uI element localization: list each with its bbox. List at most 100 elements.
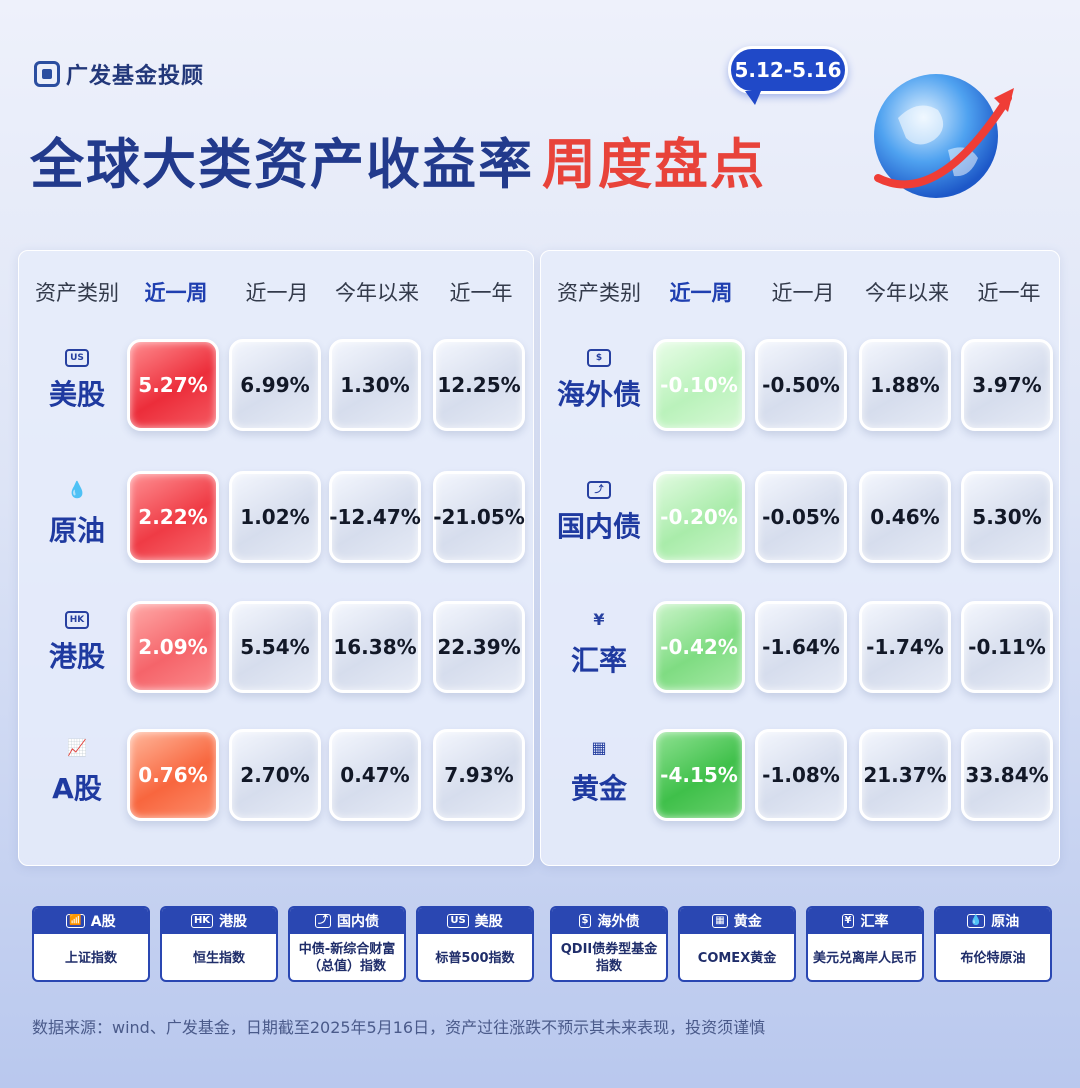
cell-week: 5.27% [127,339,219,431]
oil-drop-icon: 💧 [67,480,87,499]
cell-year: 7.93% [433,729,525,821]
cell-year: 33.84% [961,729,1053,821]
legend-crude-oil: 💧 原油 布伦特原油 [934,906,1052,982]
yuan-icon: ¥ [841,914,855,928]
row-gold: ▦ 黄金 -4.15% -1.08% 21.37% 33.84% [541,725,1059,825]
brand-logo-icon [34,61,60,87]
cell-month: 1.02% [229,471,321,563]
legend-desc: 恒生指数 [192,950,245,966]
cell-month: -1.64% [755,601,847,693]
cell-month: -0.50% [755,339,847,431]
cell-ytd: 0.46% [859,471,951,563]
row-crude-oil: 💧 原油 2.22% 1.02% -12.47% -21.05% [19,467,533,567]
legend-label: 美股 [474,914,503,930]
cell-week: 2.09% [127,601,219,693]
left-header-row: 资产类别 近一周 近一月 今年以来 近一年 [19,277,533,307]
cell-year: 12.25% [433,339,525,431]
asset-label: 📈 A股 [29,725,125,825]
header-asset: 资产类别 [35,281,119,305]
us-badge-icon: US [65,349,89,367]
gold-bar-icon: ▦ [712,914,728,928]
cell-month: 5.54% [229,601,321,693]
asset-label: HK 港股 [29,597,125,697]
cell-year: -0.11% [961,601,1053,693]
legend-desc: 标普500指数 [435,950,515,966]
asset-name: 原油 [48,514,105,547]
asset-label: US 美股 [29,335,125,435]
oil-drop-icon: 💧 [966,914,986,928]
asset-label: ¥ 汇率 [551,597,647,697]
cell-month: -0.05% [755,471,847,563]
overseas-bond-icon: $ [587,349,611,367]
row-domestic-bond: ⤴ 国内债 -0.20% -0.05% 0.46% 5.30% [541,467,1059,567]
cell-week: -0.42% [653,601,745,693]
page-title: 全球大类资产收益率 周度盘点 [30,120,766,199]
header-ytd: 今年以来 [335,281,419,305]
legend-label: 海外债 [597,914,640,930]
legend-desc: 美元兑离岸人民币 [812,950,917,966]
legend-label: 原油 [991,914,1020,930]
data-source-footer: 数据来源：wind、广发基金，日期截至2025年5月16日，资产过往涨跌不预示其… [32,1018,766,1037]
hk-badge-icon: HK [190,914,214,928]
asset-name: 汇率 [570,644,627,677]
brand: 广发基金投顾 [34,58,204,90]
asset-name: 海外债 [556,378,641,411]
legend-label: 港股 [219,914,248,930]
header-week: 近一周 [144,281,208,305]
row-a-share: 📈 A股 0.76% 2.70% 0.47% 7.93% [19,725,533,825]
cell-month: 6.99% [229,339,321,431]
legend-desc: QDII债券型基金指数 [560,942,658,974]
cell-week: 0.76% [127,729,219,821]
row-us-stock: US 美股 5.27% 6.99% 1.30% 12.25% [19,335,533,435]
date-range-badge: 5.12-5.16 [728,46,848,105]
legend-label: A股 [90,914,116,930]
header-year: 近一年 [449,281,513,305]
cell-ytd: 0.47% [329,729,421,821]
legend-label: 国内债 [337,914,379,930]
domestic-bond-icon: ⤴ [315,914,331,928]
header-week: 近一周 [669,281,733,305]
cell-ytd: 21.37% [859,729,951,821]
asset-name: A股 [52,772,102,805]
a-share-chart-icon: 📈 [67,738,87,757]
header-year: 近一年 [977,281,1041,305]
right-asset-panel: 资产类别 近一周 近一月 今年以来 近一年 $ 海外债 -0.10% -0.50… [540,250,1060,866]
row-hk-stock: HK 港股 2.09% 5.54% 16.38% 22.39% [19,597,533,697]
cell-ytd: 1.88% [859,339,951,431]
yuan-icon: ¥ [593,610,605,629]
asset-label: $ 海外债 [551,335,647,435]
cell-year: 3.97% [961,339,1053,431]
asset-name: 黄金 [570,772,627,805]
cell-ytd: -12.47% [329,471,421,563]
header-month: 近一月 [245,281,309,305]
cell-ytd: -1.74% [859,601,951,693]
asset-name: 美股 [48,378,105,411]
asset-name: 国内债 [556,510,641,543]
cell-week: 2.22% [127,471,219,563]
cell-week: -4.15% [653,729,745,821]
legend-domestic-bond: ⤴ 国内债 中债-新综合财富（总值）指数 [288,906,406,982]
cell-month: 2.70% [229,729,321,821]
header-month: 近一月 [771,281,835,305]
asset-label: 💧 原油 [29,467,125,567]
asset-name: 港股 [48,640,105,673]
hk-badge-icon: HK [65,611,89,629]
cell-year: 5.30% [961,471,1053,563]
title-accent: 周度盘点 [542,133,766,196]
cell-ytd: 1.30% [329,339,421,431]
domestic-bond-icon: ⤴ [587,481,611,499]
legend-hk-stock: HK 港股 恒生指数 [160,906,278,982]
brand-name: 广发基金投顾 [66,64,205,89]
legend-gold: ▦ 黄金 COMEX黄金 [678,906,796,982]
legend-desc: 布伦特原油 [960,950,1026,966]
legend-exchange-rate: ¥ 汇率 美元兑离岸人民币 [806,906,924,982]
gold-bar-icon: ▦ [591,738,607,757]
cell-month: -1.08% [755,729,847,821]
overseas-bond-icon: $ [578,914,592,928]
asset-label: ▦ 黄金 [551,725,647,825]
cell-ytd: 16.38% [329,601,421,693]
cell-week: -0.10% [653,339,745,431]
header-asset: 资产类别 [557,281,641,305]
left-asset-panel: 资产类别 近一周 近一月 今年以来 近一年 US 美股 5.27% 6.99% … [18,250,534,866]
legend-desc: 上证指数 [64,950,117,966]
